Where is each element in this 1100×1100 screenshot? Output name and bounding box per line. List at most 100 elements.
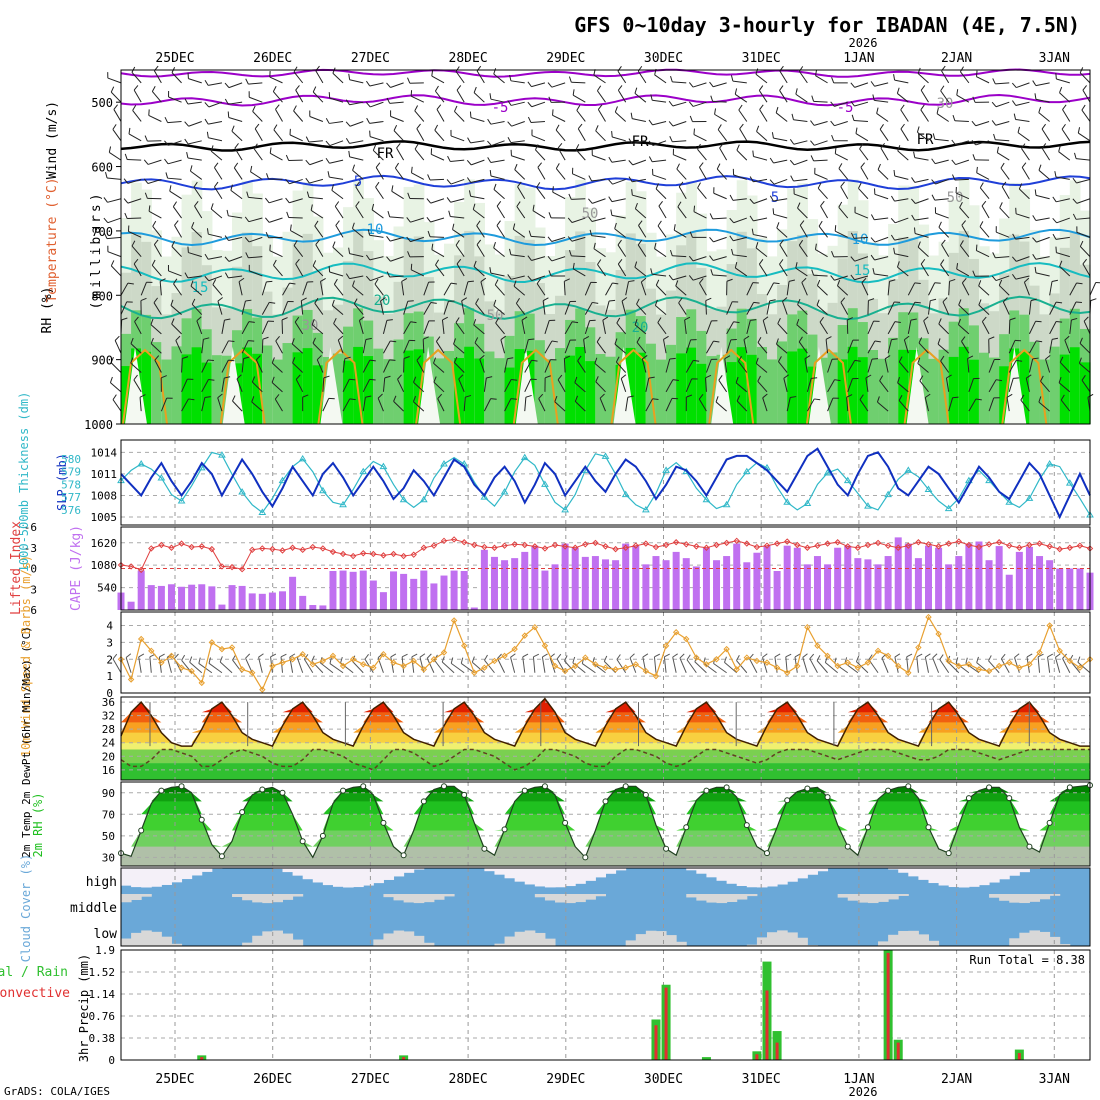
wind10-marker bbox=[693, 654, 700, 661]
cloud-low-fill bbox=[423, 942, 435, 946]
wind-barb bbox=[551, 256, 566, 262]
wind-barb-flag bbox=[814, 398, 821, 401]
wind-barb bbox=[249, 96, 263, 103]
wind10-barb bbox=[208, 662, 223, 674]
wind-barb-flag bbox=[466, 160, 472, 166]
wind-barb bbox=[948, 281, 951, 296]
wind-barb bbox=[775, 112, 788, 122]
wind-barb bbox=[867, 320, 875, 335]
wind-barb bbox=[538, 398, 546, 412]
wind10-barb bbox=[303, 658, 314, 674]
wind-barb bbox=[1035, 98, 1050, 103]
wind-barb bbox=[825, 339, 829, 354]
rh2m-marker bbox=[864, 824, 871, 831]
wind-barb-flag bbox=[131, 240, 136, 247]
rh-shade-green bbox=[1039, 359, 1051, 424]
wind-barb bbox=[1079, 72, 1091, 84]
wind-barb-flag bbox=[455, 239, 460, 246]
li-marker bbox=[794, 541, 801, 549]
wind-barb bbox=[544, 340, 553, 354]
wind-barb-flag bbox=[1076, 282, 1083, 285]
precip-conv-bar bbox=[200, 1057, 204, 1060]
wind10-marker bbox=[844, 659, 851, 666]
warm-contour bbox=[219, 348, 266, 425]
wind-barb-flag bbox=[153, 239, 159, 245]
wind-barb bbox=[611, 159, 626, 163]
wind-barb-flag bbox=[698, 394, 704, 400]
wind-barb bbox=[563, 358, 566, 373]
wind-barb bbox=[369, 234, 384, 238]
wind-barb bbox=[261, 302, 270, 315]
li-marker bbox=[915, 539, 922, 546]
wind-barb bbox=[733, 236, 747, 242]
wind10-line bbox=[120, 615, 1091, 691]
wind-barb-flag bbox=[292, 357, 296, 364]
wind-barb-flag bbox=[750, 319, 757, 321]
wind-barb-flag bbox=[123, 178, 129, 184]
cape-bar bbox=[137, 570, 145, 610]
isotherm-line bbox=[120, 295, 1091, 321]
isotherm-label: 20 bbox=[374, 293, 391, 309]
li-marker bbox=[168, 544, 175, 551]
rh2m-marker bbox=[158, 787, 165, 794]
wind-barb-flag bbox=[170, 299, 174, 306]
li-marker bbox=[612, 545, 619, 553]
wind-barb-flag bbox=[295, 374, 301, 380]
wind-barb-flag bbox=[1075, 301, 1082, 304]
wind-barb-flag bbox=[904, 335, 910, 341]
wind-barb-flag bbox=[224, 376, 231, 379]
wind-barb bbox=[375, 186, 384, 200]
rh-shade-green bbox=[262, 345, 274, 424]
wind-barb bbox=[369, 120, 384, 124]
wind-barb bbox=[292, 362, 304, 373]
wind-barb bbox=[130, 343, 142, 354]
cloud-low-fill bbox=[1039, 931, 1051, 946]
wind-barb bbox=[804, 358, 808, 373]
wind-barb bbox=[887, 281, 890, 296]
wind-barb bbox=[713, 236, 727, 243]
rh-shade-bright bbox=[201, 362, 213, 424]
wind-barb bbox=[423, 302, 432, 315]
cape-bar bbox=[541, 570, 549, 610]
wind-barb bbox=[1006, 397, 1010, 412]
wind-barb bbox=[435, 264, 445, 277]
wind-barb-flag bbox=[1083, 316, 1089, 322]
wind10-marker bbox=[279, 659, 286, 666]
rh-shade-bright bbox=[787, 351, 798, 424]
thickness-marker bbox=[238, 488, 247, 495]
cloud-high-gap bbox=[565, 868, 576, 887]
wind-barb-flag bbox=[931, 158, 936, 164]
wind-barb-flag bbox=[214, 181, 219, 188]
cloud-high-gap bbox=[767, 868, 778, 887]
wind-barb bbox=[1035, 272, 1050, 277]
wind10-marker bbox=[733, 666, 740, 673]
cloud-high-gap bbox=[383, 868, 395, 880]
wind-barb bbox=[715, 401, 727, 412]
wind-barb bbox=[634, 324, 647, 335]
li-marker bbox=[349, 552, 357, 560]
wind-barb bbox=[678, 302, 687, 315]
wind-barb-flag bbox=[675, 280, 679, 287]
wind-barb bbox=[563, 281, 566, 296]
wind-barb bbox=[988, 379, 997, 393]
wind-barb-flag bbox=[204, 102, 210, 108]
wind-barb bbox=[621, 300, 627, 315]
wind10-marker bbox=[501, 652, 508, 660]
cape-bar bbox=[1046, 560, 1054, 610]
wind-barb bbox=[995, 275, 1010, 282]
wind-barb-flag bbox=[894, 321, 901, 323]
wind-barb bbox=[920, 263, 929, 277]
wind-barb bbox=[241, 340, 249, 354]
wind-barb-flag bbox=[847, 317, 853, 321]
wind-barb-flag bbox=[736, 395, 741, 402]
wind10-barb-flag bbox=[642, 653, 649, 658]
wind-barb bbox=[552, 191, 566, 200]
thickness-line bbox=[120, 451, 1091, 516]
wind-barb-flag bbox=[414, 143, 419, 150]
wind-barb bbox=[110, 362, 122, 373]
wind-barb bbox=[153, 302, 162, 315]
wind-barb-flag bbox=[236, 374, 242, 380]
wind-barb-flag bbox=[834, 225, 837, 232]
